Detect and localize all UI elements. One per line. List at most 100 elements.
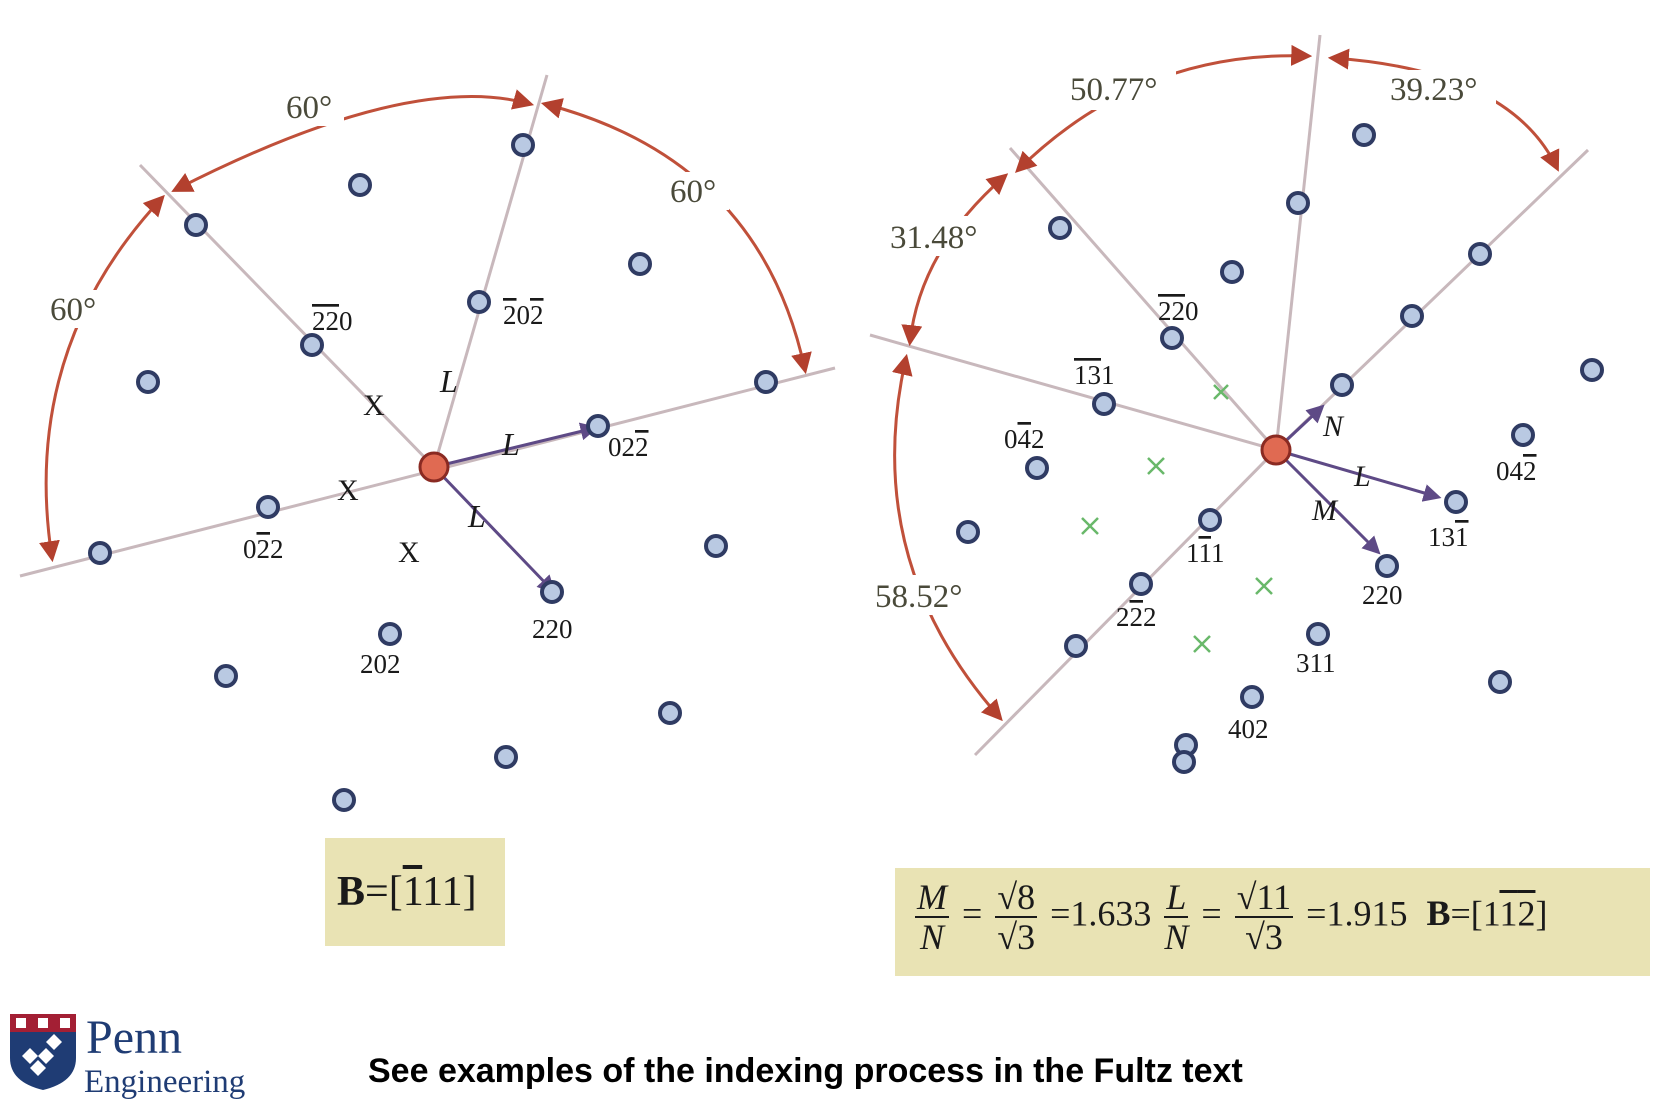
diffraction-spot — [658, 701, 682, 725]
vector-arrow — [1275, 448, 1442, 502]
diffraction-spot — [628, 252, 652, 276]
diffraction-spot — [1488, 670, 1512, 694]
zone-axis-box-left: B=[111] — [325, 838, 505, 946]
x-mark: X — [398, 536, 420, 569]
spot-label: 220 — [532, 614, 573, 644]
diffraction-spot — [1048, 216, 1072, 240]
spot-label: 111 — [1186, 538, 1225, 568]
diffraction-spot — [1330, 373, 1354, 397]
diffraction-spot — [1220, 260, 1244, 284]
vector-label: L — [501, 426, 520, 462]
diffraction-spot — [1511, 423, 1535, 447]
diffraction-spot — [348, 173, 372, 197]
spot-label: 022 — [243, 534, 284, 564]
diffraction-spot — [754, 370, 778, 394]
diffraction-spot — [1025, 456, 1049, 480]
diffraction-spot — [214, 664, 238, 688]
kinematically-forbidden-marks — [1081, 384, 1273, 653]
diffraction-spot — [1064, 634, 1088, 658]
angle-arc — [171, 89, 535, 192]
ratio-value: =1.633 — [1050, 893, 1152, 934]
diffraction-spot — [1375, 554, 1399, 578]
vector-arrow — [432, 465, 556, 594]
diffraction-spot — [1198, 508, 1222, 532]
vector-label: M — [1311, 494, 1339, 527]
zone-line — [973, 448, 1278, 757]
spot-label: 311 — [1296, 648, 1336, 678]
spot-group — [956, 123, 1604, 774]
diffraction-spot — [1172, 750, 1196, 774]
spot-label: 131 — [1074, 360, 1115, 390]
spot-label: 202 — [503, 300, 544, 330]
diffraction-spot — [1400, 304, 1424, 328]
spot-label: 131 — [1428, 522, 1469, 552]
diffraction-spot — [136, 370, 160, 394]
vector-label: L — [439, 363, 458, 399]
logo-text-penn: Penn — [86, 1011, 182, 1064]
ratio-value: =1.915 — [1306, 893, 1408, 934]
diffraction-spot — [88, 541, 112, 565]
x-mark: X — [337, 474, 359, 507]
right-diagram: 50.77° 39.23° 31.48° 58.52° N L M 220 13… — [869, 34, 1604, 774]
diffraction-spot — [1580, 358, 1604, 382]
spot-label: 220 — [312, 306, 353, 336]
penn-engineering-logo: Penn Engineering — [8, 1011, 248, 1102]
angle-arc — [892, 353, 1003, 722]
x-mark: X — [363, 389, 385, 422]
zone-axis-label: B — [1426, 893, 1451, 934]
angle-label: 60° — [286, 90, 332, 126]
fraction: √11 √3 — [1234, 877, 1294, 957]
angle-label: 58.52° — [875, 579, 962, 615]
caption: See examples of the indexing process in … — [368, 1052, 1243, 1090]
diffraction-spot — [540, 580, 564, 604]
spot-label: 202 — [360, 649, 401, 679]
spot-group — [88, 133, 778, 812]
spot-label: 042 — [1004, 424, 1045, 454]
diffraction-spot — [956, 520, 980, 544]
vector-arrow — [1274, 448, 1381, 555]
diffraction-spot — [332, 788, 356, 812]
diffraction-spot — [1306, 622, 1330, 646]
diffraction-spot — [494, 745, 518, 769]
spot-label: 220 — [1158, 296, 1199, 326]
vector-label: N — [1322, 410, 1345, 443]
diffraction-spot — [1444, 490, 1468, 514]
zone-axis-label: B — [337, 869, 366, 915]
diffraction-spot — [1240, 685, 1264, 709]
diffraction-spot — [1352, 123, 1376, 147]
diffraction-spot — [184, 213, 208, 237]
diffraction-spot — [256, 495, 280, 519]
spot-label: 402 — [1228, 714, 1269, 744]
zone-line — [1008, 147, 1278, 451]
diffraction-spot — [586, 414, 610, 438]
vector-label: L — [467, 498, 486, 534]
spot-label: 042 — [1496, 456, 1537, 486]
vector-label: L — [1353, 460, 1371, 493]
angle-label: 60° — [50, 292, 96, 328]
zone-axis-indices: =[111] — [365, 869, 477, 915]
angle-arc — [901, 173, 1009, 347]
spot-label: 220 — [1362, 580, 1403, 610]
zone-line — [869, 333, 1277, 452]
zone-line — [138, 163, 436, 469]
angle-arc — [540, 98, 812, 375]
fraction: √8 √3 — [995, 877, 1038, 957]
angle-arc — [39, 194, 165, 563]
diffraction-spot — [300, 333, 324, 357]
angle-label: 31.48° — [890, 220, 977, 256]
left-diagram: 60° 60° 60° L L L X X X 220 202 022 022 … — [19, 74, 836, 812]
angle-label: 50.77° — [1070, 72, 1157, 108]
diffraction-spot — [1092, 392, 1116, 416]
shield-icon — [10, 1014, 76, 1090]
zone-line — [1274, 34, 1322, 451]
spot-label: 222 — [1116, 602, 1157, 632]
angle-label: 60° — [670, 174, 716, 210]
center-beam-spot — [418, 451, 450, 483]
diffraction-spot — [1160, 326, 1184, 350]
vector-arrow — [433, 422, 599, 469]
diffraction-spot — [1129, 572, 1153, 596]
